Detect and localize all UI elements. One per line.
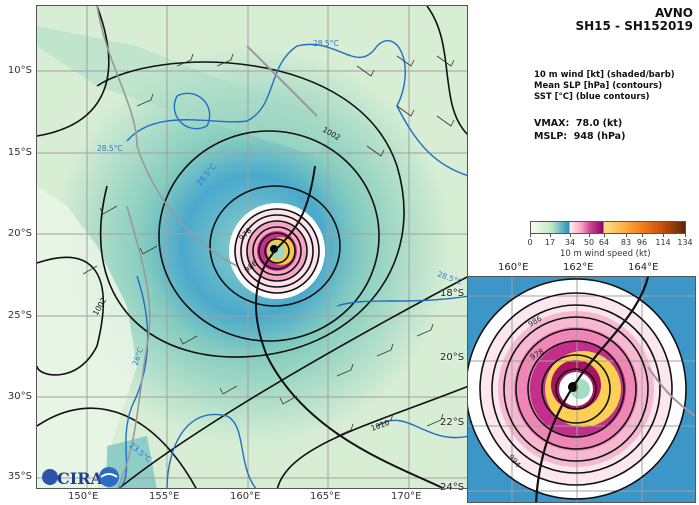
svg-text:28.5°C: 28.5°C [313,39,339,48]
inset-map-graphics: 986 978 994 [468,277,695,502]
y-tick-25s: 25°S [7,310,32,321]
colorbar-tick: 64 [598,238,610,247]
colorbar-tick: 17 [544,238,556,247]
y-tick-35s: 35°S [7,471,32,482]
inset-x-tick-164e: 164°E [628,262,659,273]
wind-colorbar [530,221,686,234]
mslp-value: MSLP: 948 (hPa) [534,131,626,142]
colorbar-tick: 50 [583,238,595,247]
inset-y-tick-20s: 20°S [440,352,465,363]
inset-y-tick-22s: 22°S [440,417,465,428]
colorbar-tick: 0 [527,238,533,247]
colorbar-tick: 96 [636,238,648,247]
y-tick-30s: 30°S [7,391,32,402]
inset-zoom-map[interactable]: 986 978 994 [467,276,696,503]
storm-id: SH15 - SH152019 [575,19,693,33]
legend-sst: SST [°C] (blue contours) [534,92,650,102]
vmax-value: VMAX: 78.0 (kt) [534,118,623,129]
y-tick-20s: 20°S [7,228,32,239]
colorbar-label: 10 m wind speed (kt) [560,249,651,259]
colorbar-tick: 134 [677,238,693,247]
y-tick-15s: 15°S [7,147,32,158]
main-map[interactable]: 1002 1002 1010 986 978 28.5°C 28.5°C 28.… [36,5,468,489]
x-tick-170e: 170°E [391,491,422,502]
x-tick-150e: 150°E [68,491,99,502]
colorbar-tick: 34 [564,238,576,247]
legend-wind: 10 m wind [kt] (shaded/barb) [534,70,675,80]
main-map-graphics: 1002 1002 1010 986 978 28.5°C 28.5°C 28.… [37,6,467,488]
inset-x-tick-162e: 162°E [563,262,594,273]
legend-slp: Mean SLP [hPa] (contours) [534,81,663,91]
cira-logo: CIRA [41,464,121,488]
model-name: AVNO [654,6,693,20]
x-tick-165e: 165°E [310,491,341,502]
inset-y-tick-18s: 18°S [440,288,465,299]
colorbar-tick: 83 [620,238,632,247]
svg-text:28.5°C: 28.5°C [97,144,123,153]
colorbar-tick: 114 [655,238,671,247]
y-tick-10s: 10°S [7,65,32,76]
logo-text: CIRA [57,469,104,488]
x-tick-160e: 160°E [230,491,261,502]
inset-y-tick-24s: 24°S [440,482,465,493]
inset-x-tick-160e: 160°E [498,262,529,273]
x-tick-155e: 155°E [149,491,180,502]
